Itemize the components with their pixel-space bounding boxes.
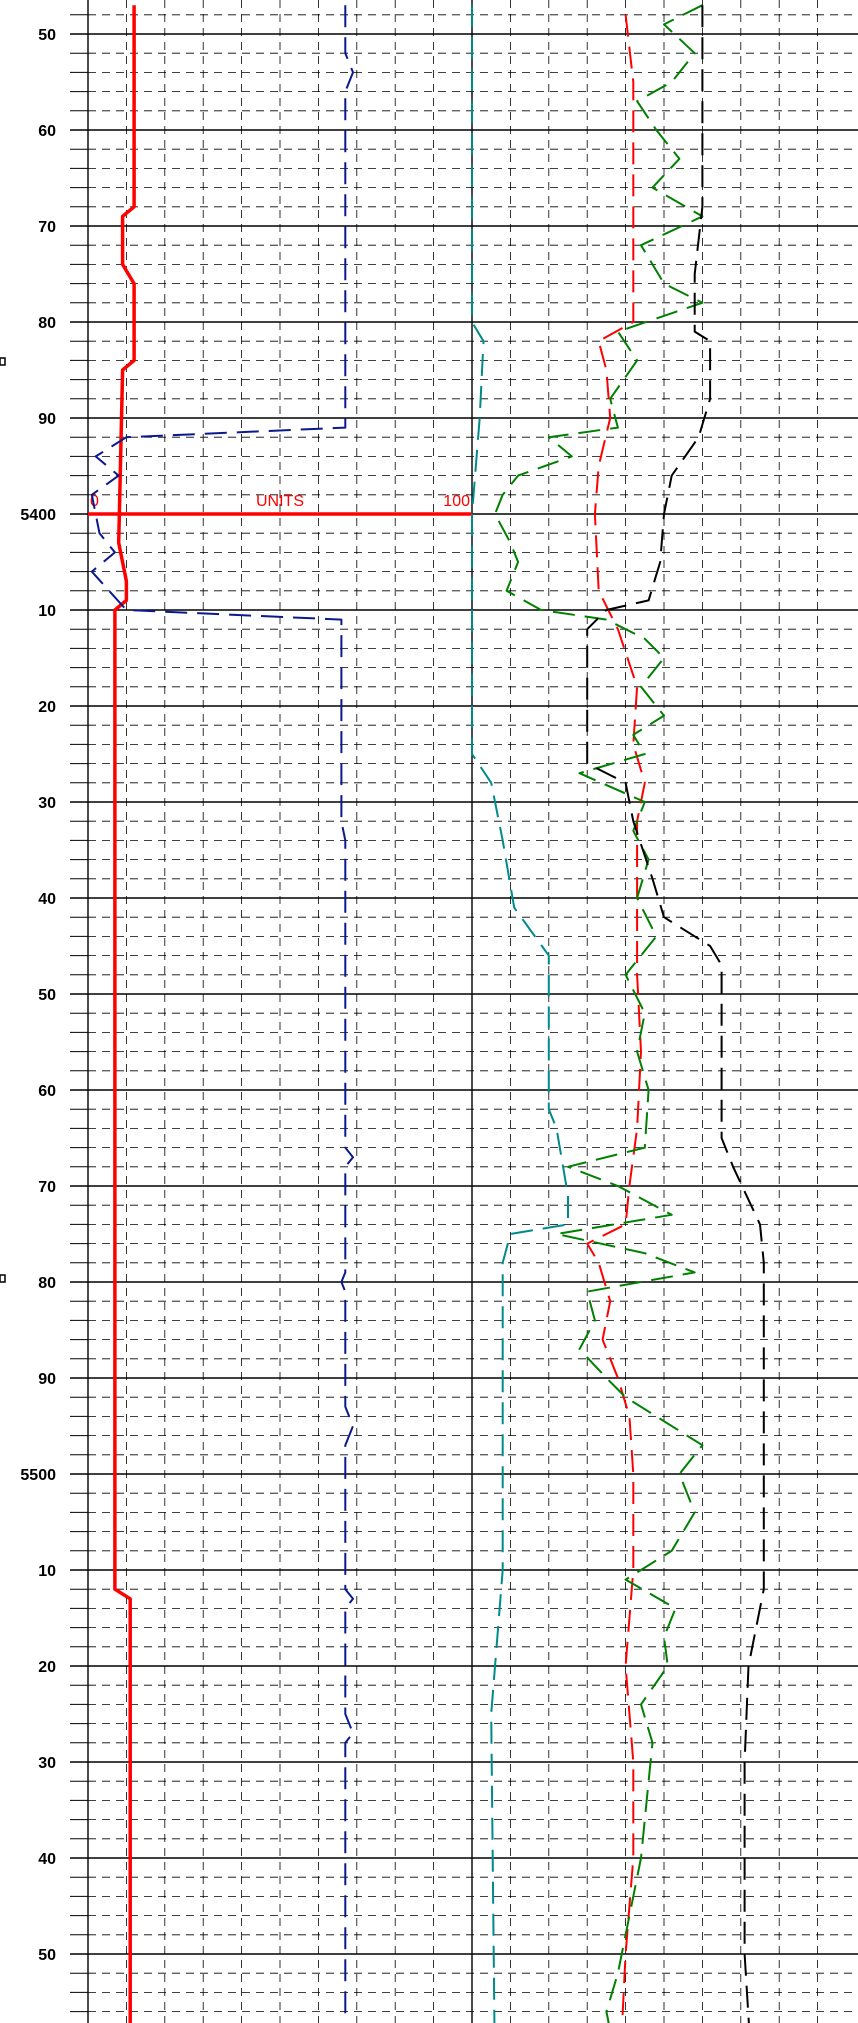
depth-tick-label: 40 xyxy=(38,1851,56,1868)
depth-tick-label: 80 xyxy=(38,315,56,332)
scale-bar: 0 UNITS 100 xyxy=(88,493,472,516)
depth-tick-label: 50 xyxy=(38,27,56,44)
scale-min-label: 0 xyxy=(90,493,99,510)
depth-tick-label: 50 xyxy=(38,1947,56,1964)
grid xyxy=(70,0,858,2023)
depth-tick-label: 30 xyxy=(38,795,56,812)
log-curve-green-dashed xyxy=(494,4,704,2023)
depth-tick-label: 5500 xyxy=(20,1467,56,1484)
depth-tick-label: 90 xyxy=(38,411,56,428)
depth-tick-label: 10 xyxy=(38,1563,56,1580)
depth-tick-label: 60 xyxy=(38,1083,56,1100)
log-curve-black-dashed xyxy=(586,5,765,2023)
depth-tick-label: 30 xyxy=(38,1755,56,1772)
depth-tick-label: 70 xyxy=(38,1179,56,1196)
log-curve-teal-dashed xyxy=(471,5,569,2023)
depth-tick-label: 80 xyxy=(38,1275,56,1292)
log-curves xyxy=(90,4,765,2023)
scale-max-label: 100 xyxy=(443,493,470,510)
depth-tick-label: 60 xyxy=(38,123,56,140)
scale-units-label: UNITS xyxy=(256,493,304,510)
depth-tick-label: 90 xyxy=(38,1371,56,1388)
log-curve-red-solid xyxy=(113,5,136,2023)
edge-marker xyxy=(0,1274,6,1283)
depth-tick-label: 10 xyxy=(38,603,56,620)
depth-tick-label: 5400 xyxy=(20,507,56,524)
depth-tick-label: 20 xyxy=(38,1659,56,1676)
depth-tick-label: 40 xyxy=(38,891,56,908)
depth-labels: 50 60 70 80 90 5400 10 20 30 40 50 60 70 80 90 5500 10 20… xyxy=(20,27,56,1964)
depth-tick-label: 20 xyxy=(38,699,56,716)
depth-tick-label: 70 xyxy=(38,219,56,236)
log-curve-navy-dashed xyxy=(90,5,354,2023)
log-curve-red-dashed xyxy=(586,14,646,2023)
depth-tick-label: 50 xyxy=(38,987,56,1004)
edge-marker xyxy=(0,357,6,366)
